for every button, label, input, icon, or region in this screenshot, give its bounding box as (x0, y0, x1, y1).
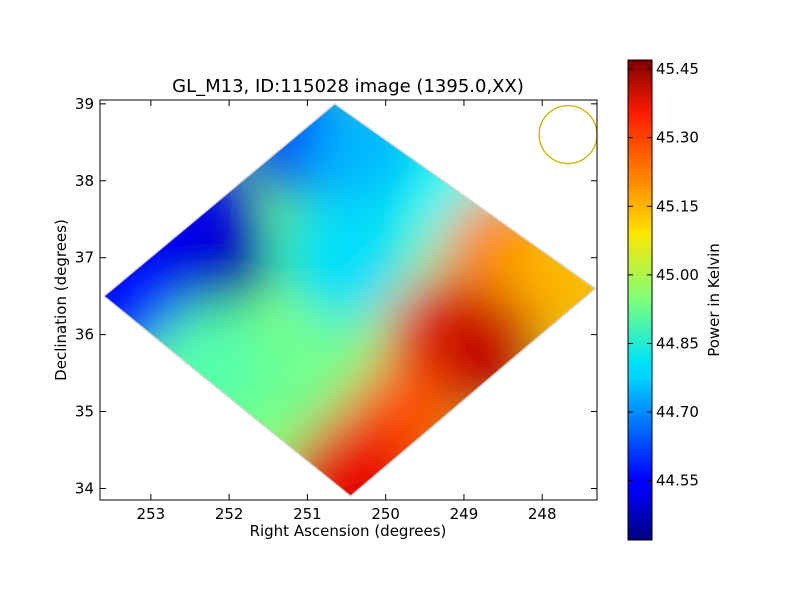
x-axis-ticks: 253 252 251 250 249 248 (137, 100, 557, 523)
x-tick-label: 248 (528, 505, 557, 523)
y-axis-label: Declination (degrees) (52, 219, 70, 381)
y-tick-label: 38 (75, 172, 94, 190)
heatmap-sample (503, 226, 596, 351)
x-tick-label: 252 (215, 505, 244, 523)
x-tick-label: 253 (137, 505, 166, 523)
colorbar-tick-label: 45.15 (656, 197, 699, 215)
y-tick-label: 36 (75, 326, 94, 344)
heatmap-sample (284, 195, 409, 320)
heatmap-sample (292, 414, 417, 497)
colorbar-tick-label: 44.70 (656, 403, 699, 421)
chart-title: GL_M13, ID:115028 image (1395.0,XX) (172, 76, 524, 97)
x-tick-label: 251 (293, 505, 322, 523)
colorbar-tick-label: 45.00 (656, 266, 699, 284)
footprint-edge (103, 103, 597, 497)
y-tick-label: 37 (75, 249, 94, 267)
colorbar-ticks: 44.55 44.70 44.85 45.00 45.15 45.30 45.45 (628, 60, 699, 490)
x-tick-label: 250 (371, 505, 400, 523)
x-axis-label: Right Ascension (degrees) (250, 522, 447, 540)
y-tick-label: 35 (75, 403, 94, 421)
y-axis-ticks: 34 35 36 37 38 39 (75, 95, 597, 497)
axes-frame (99, 99, 598, 501)
heatmap-sample (103, 234, 182, 359)
colorbar-tick-label: 44.55 (656, 472, 699, 490)
x-tick-label: 249 (450, 505, 479, 523)
colorbar-tick-label: 45.30 (656, 129, 699, 147)
colorbar-tick-label: 45.45 (656, 60, 699, 78)
y-tick-label: 39 (75, 95, 94, 113)
colorbar-tick-label: 44.85 (656, 334, 699, 352)
y-tick-label: 34 (75, 479, 94, 497)
colorbar-label: Power in Kelvin (705, 243, 723, 357)
colorbar (627, 59, 653, 541)
